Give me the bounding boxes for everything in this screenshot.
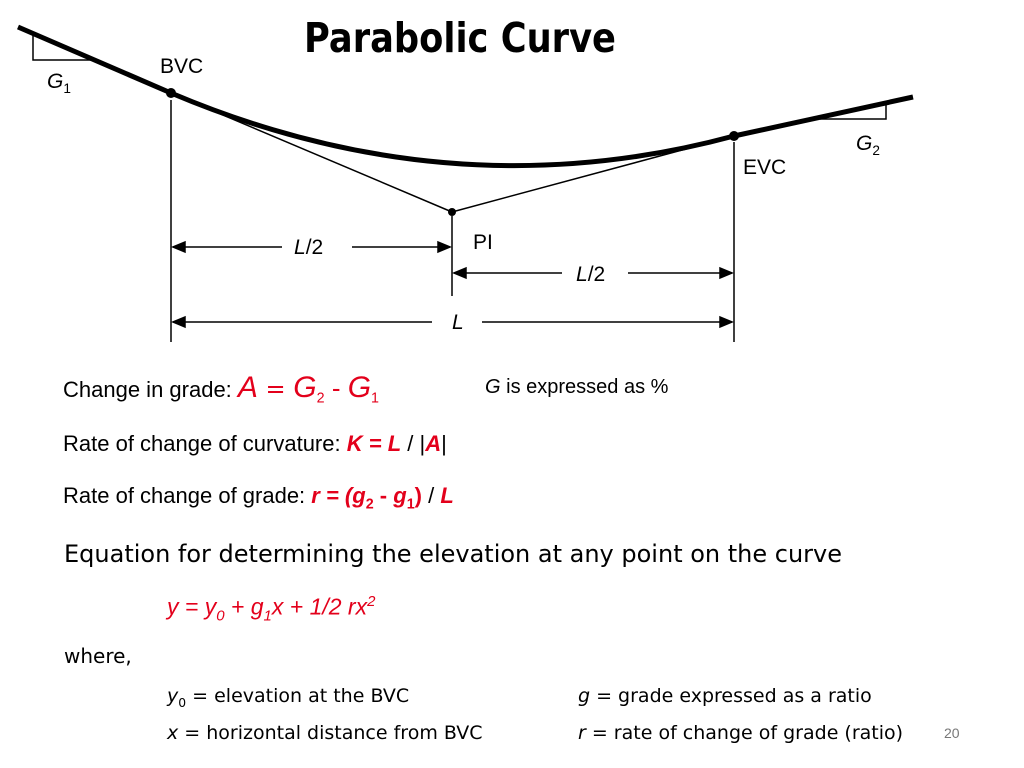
definition-x: x = horizontal distance from BVC: [167, 722, 483, 744]
evc-label: EVC: [743, 156, 787, 179]
def-y0-text: = elevation at the BVC: [186, 685, 410, 707]
rate-grade-g1-sub: 1: [406, 496, 415, 513]
half-length-var: L: [294, 236, 306, 259]
rate-curvature-end: |: [441, 431, 447, 456]
rate-grade-g2: g: [352, 483, 366, 508]
length-arrow: [171, 315, 734, 329]
slide-title: Parabolic Curve: [304, 14, 616, 62]
def-y0-sub: 0: [178, 695, 187, 710]
bvc-point: [166, 88, 176, 98]
def-x-var: x: [167, 722, 179, 744]
equation-heading: Equation for determining the elevation a…: [64, 540, 843, 568]
equation-sub0: 0: [216, 607, 225, 625]
grade-change-a: A: [237, 371, 258, 404]
rate-grade-minus: -: [373, 483, 394, 508]
page-number: 20: [944, 725, 960, 741]
parabolic-curve: [170, 90, 735, 169]
definition-r: r = rate of change of grade (ratio): [578, 722, 903, 744]
rate-curvature-slash: / |: [401, 431, 426, 456]
g2-label: G2: [856, 132, 880, 158]
evc-point: [729, 131, 739, 141]
grade-change-g1: G: [347, 371, 372, 404]
equation-part3: x + 1/2 rx: [271, 593, 368, 620]
grade-change-equals: =: [257, 375, 294, 403]
grade-change-g2: G: [293, 371, 317, 404]
def-r-text: = rate of change of grade (ratio): [585, 722, 904, 744]
rate-curvature-line: Rate of change of curvature: K = L / |A|: [63, 431, 447, 457]
rate-grade-r: r = (: [311, 483, 353, 508]
equation-part1: y = y: [167, 593, 217, 620]
equation-sup2: 2: [367, 593, 376, 610]
half-length-arrow-left: [171, 240, 452, 254]
rate-grade-label: Rate of change of grade:: [63, 483, 312, 508]
change-in-grade-label: Change in grade:: [63, 377, 238, 402]
rate-grade-slash: /: [421, 483, 441, 508]
bvc-label: BVC: [160, 55, 204, 78]
half-length-den: /2: [305, 236, 324, 259]
exit-tangent: [733, 94, 914, 139]
entry-tangent: [17, 24, 172, 96]
half-length-var-2: L: [576, 263, 588, 286]
equation-part2: + g: [224, 593, 264, 620]
grade-unit-g: G: [485, 376, 501, 398]
parabolic-curve-diagram: [17, 24, 914, 342]
rate-grade-line: Rate of change of grade: r = (g2 - g1) /…: [63, 483, 454, 512]
equation-sub1: 1: [263, 607, 272, 625]
grade-change-g2-sub: 2: [316, 390, 325, 407]
half-length-label-right: L/2: [576, 263, 605, 287]
g1-grade-triangle: [32, 32, 95, 61]
def-g-text: = grade expressed as a ratio: [590, 685, 872, 707]
half-length-arrow-right: [452, 266, 734, 280]
g2-letter: G: [856, 132, 873, 155]
rate-grade-close: ): [414, 483, 422, 508]
rate-curvature-a: A: [425, 431, 442, 456]
length-label: L: [452, 311, 464, 334]
rate-curvature-k: K = L: [346, 431, 402, 456]
half-length-label-left: L/2: [294, 236, 323, 260]
rate-grade-g1: g: [393, 483, 407, 508]
elevation-equation: y = y0 + g1x + 1/2 rx2: [167, 593, 375, 624]
g1-label: G1: [47, 70, 71, 96]
grade-unit-note: G is expressed as %: [485, 376, 668, 399]
definition-g: g = grade expressed as a ratio: [578, 685, 872, 707]
g2-subscript: 2: [872, 143, 880, 159]
g1-letter: G: [47, 70, 64, 93]
grade-change-minus: -: [324, 373, 348, 403]
definition-y0: y0 = elevation at the BVC: [167, 685, 409, 710]
g2-grade-triangle: [820, 103, 887, 120]
change-in-grade-line: Change in grade: A = G2 - G1: [63, 368, 379, 418]
grade-change-g1-sub: 1: [371, 390, 379, 407]
def-g-var: g: [578, 685, 591, 707]
pi-label: PI: [473, 231, 493, 254]
half-length-den-2: /2: [587, 263, 606, 286]
rate-grade-g2-sub: 2: [365, 496, 374, 513]
def-x-text: = horizontal distance from BVC: [178, 722, 483, 744]
grade-unit-text: is expressed as %: [500, 376, 669, 398]
rate-curvature-label: Rate of change of curvature:: [63, 431, 347, 456]
def-r-var: r: [578, 722, 586, 744]
rate-grade-l: L: [440, 483, 454, 508]
pi-point: [448, 208, 456, 216]
g1-subscript: 1: [63, 81, 71, 97]
def-y0-var: y: [167, 685, 179, 707]
where-label: where,: [64, 644, 132, 668]
